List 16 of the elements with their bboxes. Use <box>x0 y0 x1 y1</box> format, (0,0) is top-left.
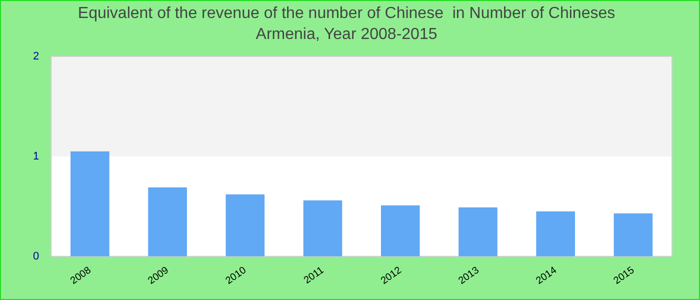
bar <box>303 200 342 256</box>
chart-title: Equivalent of the revenue of the number of Chinese in Number of Chineses <box>78 5 616 22</box>
bar <box>70 151 110 256</box>
bar <box>226 194 265 256</box>
bar <box>458 207 498 256</box>
bar <box>536 211 575 256</box>
bar <box>614 213 653 256</box>
y-tick-label: 2 <box>32 50 40 62</box>
x-tick-label: 2010 <box>224 264 249 287</box>
x-tick-label: 2011 <box>302 264 326 286</box>
bar <box>148 187 187 256</box>
y-tick-label: 0 <box>32 250 40 262</box>
bar <box>380 205 420 256</box>
y-tick-label: 1 <box>32 150 40 162</box>
x-tick-label: 2009 <box>146 264 172 287</box>
chart-subtitle: Armenia, Year 2008-2015 <box>256 26 438 44</box>
